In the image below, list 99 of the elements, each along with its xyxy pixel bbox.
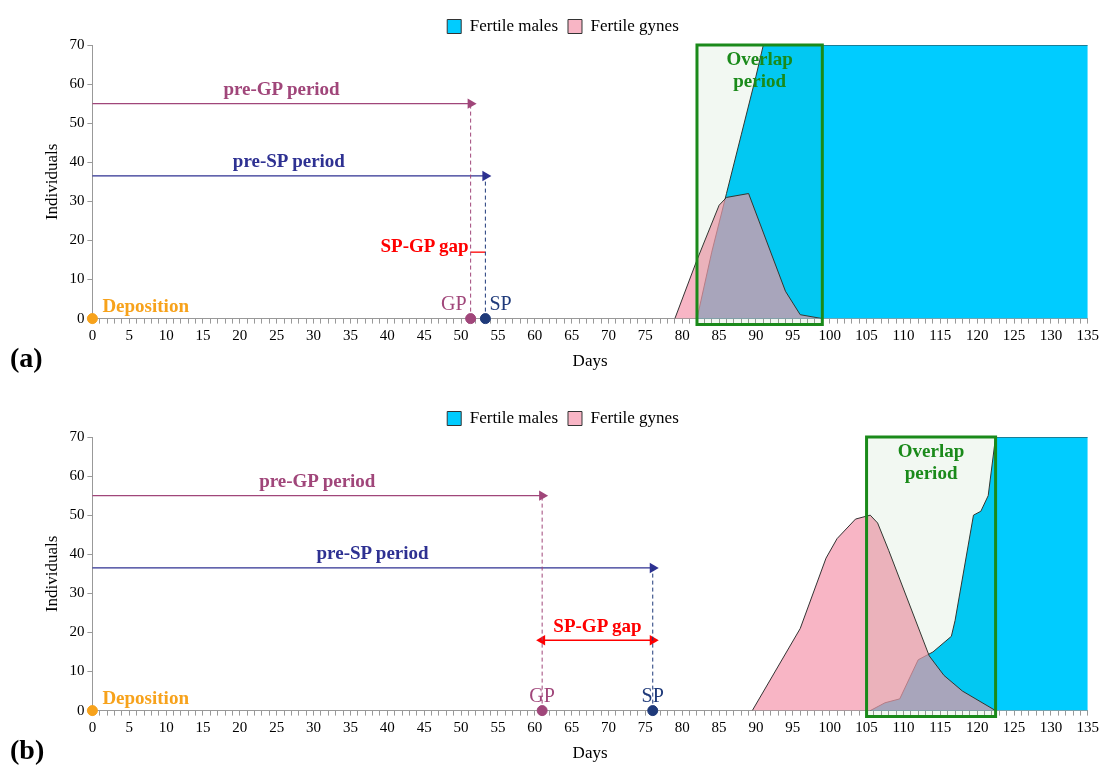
point <box>86 313 98 325</box>
y-tick-label: 0 <box>76 701 85 718</box>
ref-line-label: SP <box>489 291 512 314</box>
x-tick-label: 60 <box>527 326 543 343</box>
x-tick-label: 50 <box>453 326 469 343</box>
annotation: pre-SP period <box>232 150 346 172</box>
x-tick-label: 30 <box>306 718 322 735</box>
x-tick-label: 115 <box>929 326 952 343</box>
legend-label: Fertile gynes <box>590 15 679 35</box>
y-tick-label: 50 <box>69 506 85 523</box>
x-tick-label: 75 <box>637 718 653 735</box>
x-tick-label: 90 <box>748 326 764 343</box>
x-tick-label: 95 <box>785 326 801 343</box>
x-tick-label: 105 <box>855 326 878 343</box>
text: (b) <box>10 733 45 765</box>
ref-line-label: GP <box>529 683 555 706</box>
x-tick-label: 65 <box>564 326 580 343</box>
x-tick-label: 100 <box>818 718 841 735</box>
x-tick-label: 80 <box>674 326 690 343</box>
point <box>479 313 491 325</box>
x-tick-label: 75 <box>637 326 653 343</box>
x-tick-label: 120 <box>965 718 989 735</box>
x-tick-label: 105 <box>855 718 878 735</box>
y-tick-label: 10 <box>69 270 85 287</box>
x-tick-label: 25 <box>269 326 285 343</box>
x-tick-label: 40 <box>379 718 395 735</box>
x-tick-label: 60 <box>527 718 543 735</box>
x-tick-label: 20 <box>232 326 248 343</box>
x-tick-label: 5 <box>125 326 134 343</box>
x-tick-label: 120 <box>965 326 989 343</box>
x-tick-label: 90 <box>748 718 764 735</box>
ref-line-label: SP <box>641 683 664 706</box>
x-tick-label: 45 <box>416 718 432 735</box>
x-tick-label: 70 <box>601 326 617 343</box>
annotation: Deposition <box>102 295 190 317</box>
annotation: SP-GP gap <box>553 614 642 636</box>
y-axis-title: Individuals <box>41 535 61 613</box>
x-tick-label: 80 <box>674 718 690 735</box>
x-tick-label: 65 <box>564 718 580 735</box>
legend-label: Fertile gynes <box>590 407 679 427</box>
x-tick-label: 40 <box>379 326 395 343</box>
y-tick-label: 60 <box>69 75 85 92</box>
y-tick-label: 10 <box>69 662 85 679</box>
x-tick-label: 100 <box>818 326 841 343</box>
x-tick-label: 130 <box>1039 326 1063 343</box>
x-tick-label: 110 <box>892 326 915 343</box>
y-tick-label: 70 <box>69 35 85 52</box>
annotation: pre-GP period <box>259 470 376 492</box>
y-tick-label: 40 <box>69 545 85 562</box>
x-tick-label: 125 <box>1002 326 1026 343</box>
legend-label: Fertile males <box>469 407 558 427</box>
x-tick-label: 15 <box>195 718 211 735</box>
x-tick-label: 35 <box>342 718 358 735</box>
y-tick-label: 30 <box>69 584 85 601</box>
y-tick-label: 70 <box>69 427 85 444</box>
x-tick-label: 135 <box>1076 326 1099 343</box>
x-tick-label: 55 <box>490 718 506 735</box>
x-tick-label: 70 <box>601 718 617 735</box>
y-tick-label: 20 <box>69 623 85 640</box>
x-tick-label: 0 <box>88 326 97 343</box>
x-tick-label: 110 <box>892 718 915 735</box>
y-tick-label: 50 <box>69 114 85 131</box>
x-tick-label: 15 <box>195 326 211 343</box>
x-axis-title: Days <box>572 743 608 763</box>
x-tick-label: 85 <box>711 718 727 735</box>
y-tick-label: 20 <box>69 231 85 248</box>
x-tick-label: 35 <box>342 326 358 343</box>
x-tick-label: 10 <box>158 718 174 735</box>
band-label: Overlap period <box>897 440 965 484</box>
ref-line-label: GP <box>441 291 467 314</box>
x-tick-label: 115 <box>929 718 952 735</box>
x-tick-label: 130 <box>1039 718 1063 735</box>
x-tick-label: 5 <box>125 718 134 735</box>
y-tick-label: 60 <box>69 467 85 484</box>
x-tick-label: 50 <box>453 718 469 735</box>
x-axis-title: Days <box>572 351 608 371</box>
annotation: Deposition <box>102 687 190 709</box>
x-tick-label: 25 <box>269 718 285 735</box>
x-tick-label: 55 <box>490 326 506 343</box>
x-tick-label: 0 <box>88 718 97 735</box>
point <box>647 705 659 717</box>
x-tick-label: 30 <box>306 326 322 343</box>
y-tick-label: 30 <box>69 192 85 209</box>
x-tick-label: 95 <box>785 718 801 735</box>
x-tick-label: 45 <box>416 326 432 343</box>
y-tick-label: 40 <box>69 153 85 170</box>
x-tick-label: 10 <box>158 326 174 343</box>
x-tick-label: 135 <box>1076 718 1099 735</box>
y-axis-title: Individuals <box>41 143 61 221</box>
annotation: pre-GP period <box>223 78 341 100</box>
x-tick-label: 125 <box>1002 718 1026 735</box>
text: (a) <box>10 341 43 373</box>
annotation: pre-SP period <box>316 542 430 564</box>
annotation: SP-GP gap <box>380 234 469 256</box>
x-tick-label: 85 <box>711 326 727 343</box>
legend-label: Fertile males <box>469 15 558 35</box>
x-tick-label: 20 <box>232 718 248 735</box>
point <box>86 705 98 717</box>
y-tick-label: 0 <box>76 309 85 326</box>
